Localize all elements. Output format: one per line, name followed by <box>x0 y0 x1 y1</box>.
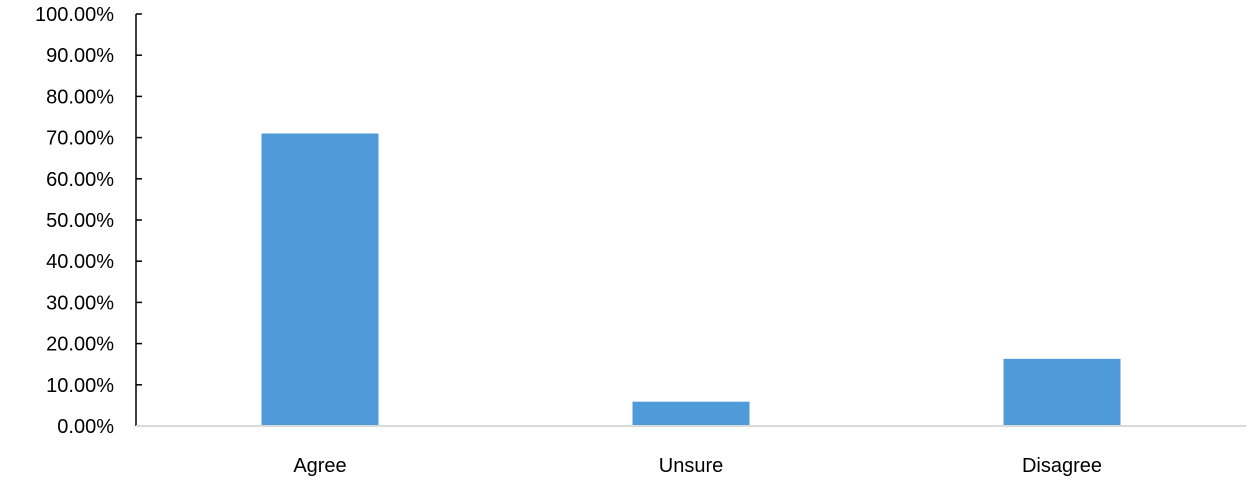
bars <box>261 133 1121 427</box>
bar-unsure <box>632 401 750 426</box>
y-tick-label: 80.00% <box>46 86 114 108</box>
bar-agree <box>261 133 379 427</box>
y-tick-label: 0.00% <box>57 416 114 438</box>
x-category-label: Unsure <box>659 455 723 477</box>
x-axis: Agree Unsure Disagree <box>136 425 1246 477</box>
y-tick-label: 60.00% <box>46 169 114 191</box>
y-tick-label: 50.00% <box>46 210 114 232</box>
y-axis: 0.00% 10.00% 20.00% 30.00% 40.00% 50.00% 60.00… <box>35 4 142 438</box>
x-category-label: Disagree <box>1022 455 1102 477</box>
y-tick-label: 10.00% <box>46 375 114 397</box>
y-tick-label: 20.00% <box>46 334 114 356</box>
y-tick-label: 70.00% <box>46 128 114 150</box>
y-tick-label: 90.00% <box>46 45 114 67</box>
y-tick-label: 100.00% <box>35 4 114 26</box>
x-category-label: Agree <box>293 455 346 477</box>
y-tick-label: 30.00% <box>46 292 114 314</box>
y-tick-label: 40.00% <box>46 251 114 273</box>
bar-disagree <box>1003 358 1121 426</box>
